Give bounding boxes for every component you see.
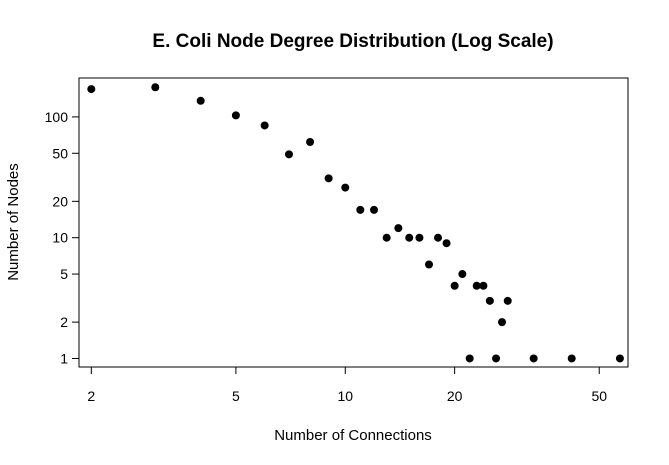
data-point	[260, 121, 269, 130]
y-tick-label: 50	[52, 145, 68, 161]
data-point	[503, 296, 512, 305]
data-point	[87, 85, 96, 94]
data-point	[370, 205, 379, 214]
data-point	[382, 233, 391, 242]
data-point	[324, 174, 333, 183]
y-tick-label: 100	[45, 109, 69, 125]
x-tick-label: 5	[232, 388, 240, 404]
data-point	[196, 96, 205, 105]
y-tick-label: 2	[60, 314, 68, 330]
data-point	[492, 354, 501, 363]
data-point	[405, 233, 414, 242]
data-point	[442, 239, 451, 248]
data-point	[306, 137, 315, 146]
data-point	[450, 281, 459, 290]
data-point	[529, 354, 538, 363]
y-tick-label: 5	[60, 266, 68, 282]
x-axis-label: Number of Connections	[274, 427, 432, 444]
data-point	[458, 270, 467, 279]
data-point	[284, 150, 293, 159]
chart-title: E. Coli Node Degree Distribution (Log Sc…	[152, 31, 553, 52]
y-axis-label: Number of Nodes	[5, 163, 22, 281]
x-tick-label: 10	[337, 388, 353, 404]
y-tick-label: 20	[52, 193, 68, 209]
data-point	[341, 183, 350, 192]
data-point	[472, 281, 481, 290]
data-point	[394, 224, 403, 233]
y-tick-label: 1	[60, 350, 68, 366]
x-tick-label: 2	[87, 388, 95, 404]
data-point	[479, 281, 488, 290]
data-point	[231, 111, 240, 120]
x-axis: 2 5 10 20 50	[87, 366, 607, 404]
data-point	[151, 83, 160, 92]
data-point	[424, 260, 433, 269]
x-tick-label: 50	[591, 388, 607, 404]
data-point	[465, 354, 474, 363]
x-tick-label: 20	[447, 388, 463, 404]
data-point	[615, 354, 624, 363]
data-point	[415, 233, 424, 242]
y-tick-label: 10	[52, 230, 68, 246]
data-points	[87, 83, 624, 363]
data-point	[497, 318, 506, 327]
data-point	[356, 205, 365, 214]
plot-frame	[78, 77, 629, 368]
data-point	[567, 354, 576, 363]
y-axis: 1 2 5 10 20 50 100	[45, 109, 80, 366]
data-point	[485, 296, 494, 305]
data-point	[434, 233, 443, 242]
